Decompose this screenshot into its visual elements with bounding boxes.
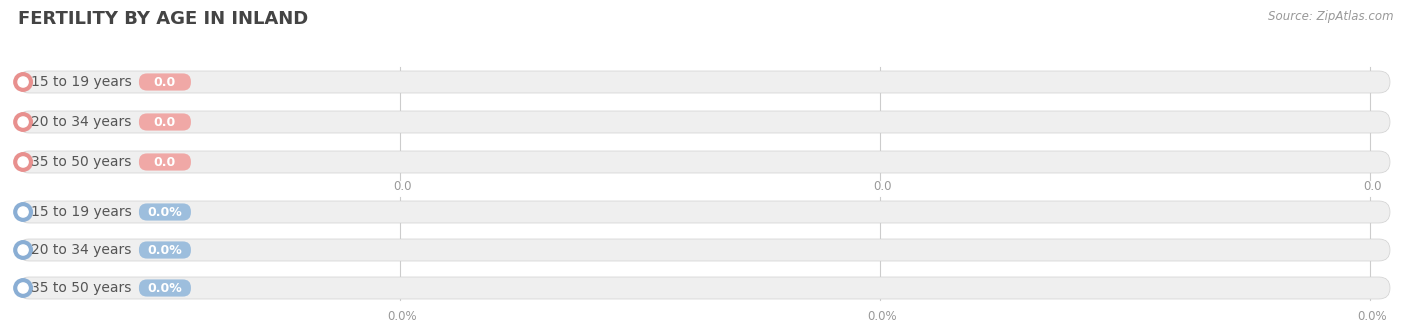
Circle shape [18,117,28,127]
Text: 0.0%: 0.0% [148,281,183,294]
Text: Source: ZipAtlas.com: Source: ZipAtlas.com [1268,10,1393,23]
Circle shape [14,279,32,297]
FancyBboxPatch shape [139,280,191,297]
Circle shape [14,73,32,91]
FancyBboxPatch shape [139,114,191,131]
Text: FERTILITY BY AGE IN INLAND: FERTILITY BY AGE IN INLAND [18,10,308,28]
Text: 0.0%: 0.0% [387,310,416,323]
FancyBboxPatch shape [18,239,1391,261]
Circle shape [18,283,28,293]
Circle shape [14,203,32,221]
Text: 15 to 19 years: 15 to 19 years [31,205,132,219]
Text: 0.0: 0.0 [392,180,411,193]
Circle shape [18,207,28,217]
FancyBboxPatch shape [139,242,191,259]
FancyBboxPatch shape [18,111,1391,133]
FancyBboxPatch shape [18,277,1391,299]
Text: 0.0%: 0.0% [148,206,183,218]
FancyBboxPatch shape [139,153,191,171]
Text: 0.0: 0.0 [153,76,176,88]
Circle shape [14,113,32,131]
Text: 20 to 34 years: 20 to 34 years [31,115,131,129]
Text: 0.0: 0.0 [153,115,176,128]
FancyBboxPatch shape [18,201,1391,223]
Text: 35 to 50 years: 35 to 50 years [31,281,131,295]
Text: 0.0: 0.0 [873,180,891,193]
FancyBboxPatch shape [139,203,191,220]
Text: 35 to 50 years: 35 to 50 years [31,155,131,169]
Text: 0.0%: 0.0% [148,244,183,256]
Circle shape [14,153,32,171]
Circle shape [18,157,28,167]
FancyBboxPatch shape [139,73,191,90]
FancyBboxPatch shape [18,71,1391,93]
Text: 0.0: 0.0 [1362,180,1381,193]
Text: 15 to 19 years: 15 to 19 years [31,75,132,89]
Circle shape [18,245,28,255]
Circle shape [14,241,32,259]
Text: 0.0: 0.0 [153,155,176,169]
Text: 20 to 34 years: 20 to 34 years [31,243,131,257]
Text: 0.0%: 0.0% [868,310,897,323]
Text: 0.0%: 0.0% [1357,310,1386,323]
Circle shape [18,77,28,87]
FancyBboxPatch shape [18,151,1391,173]
